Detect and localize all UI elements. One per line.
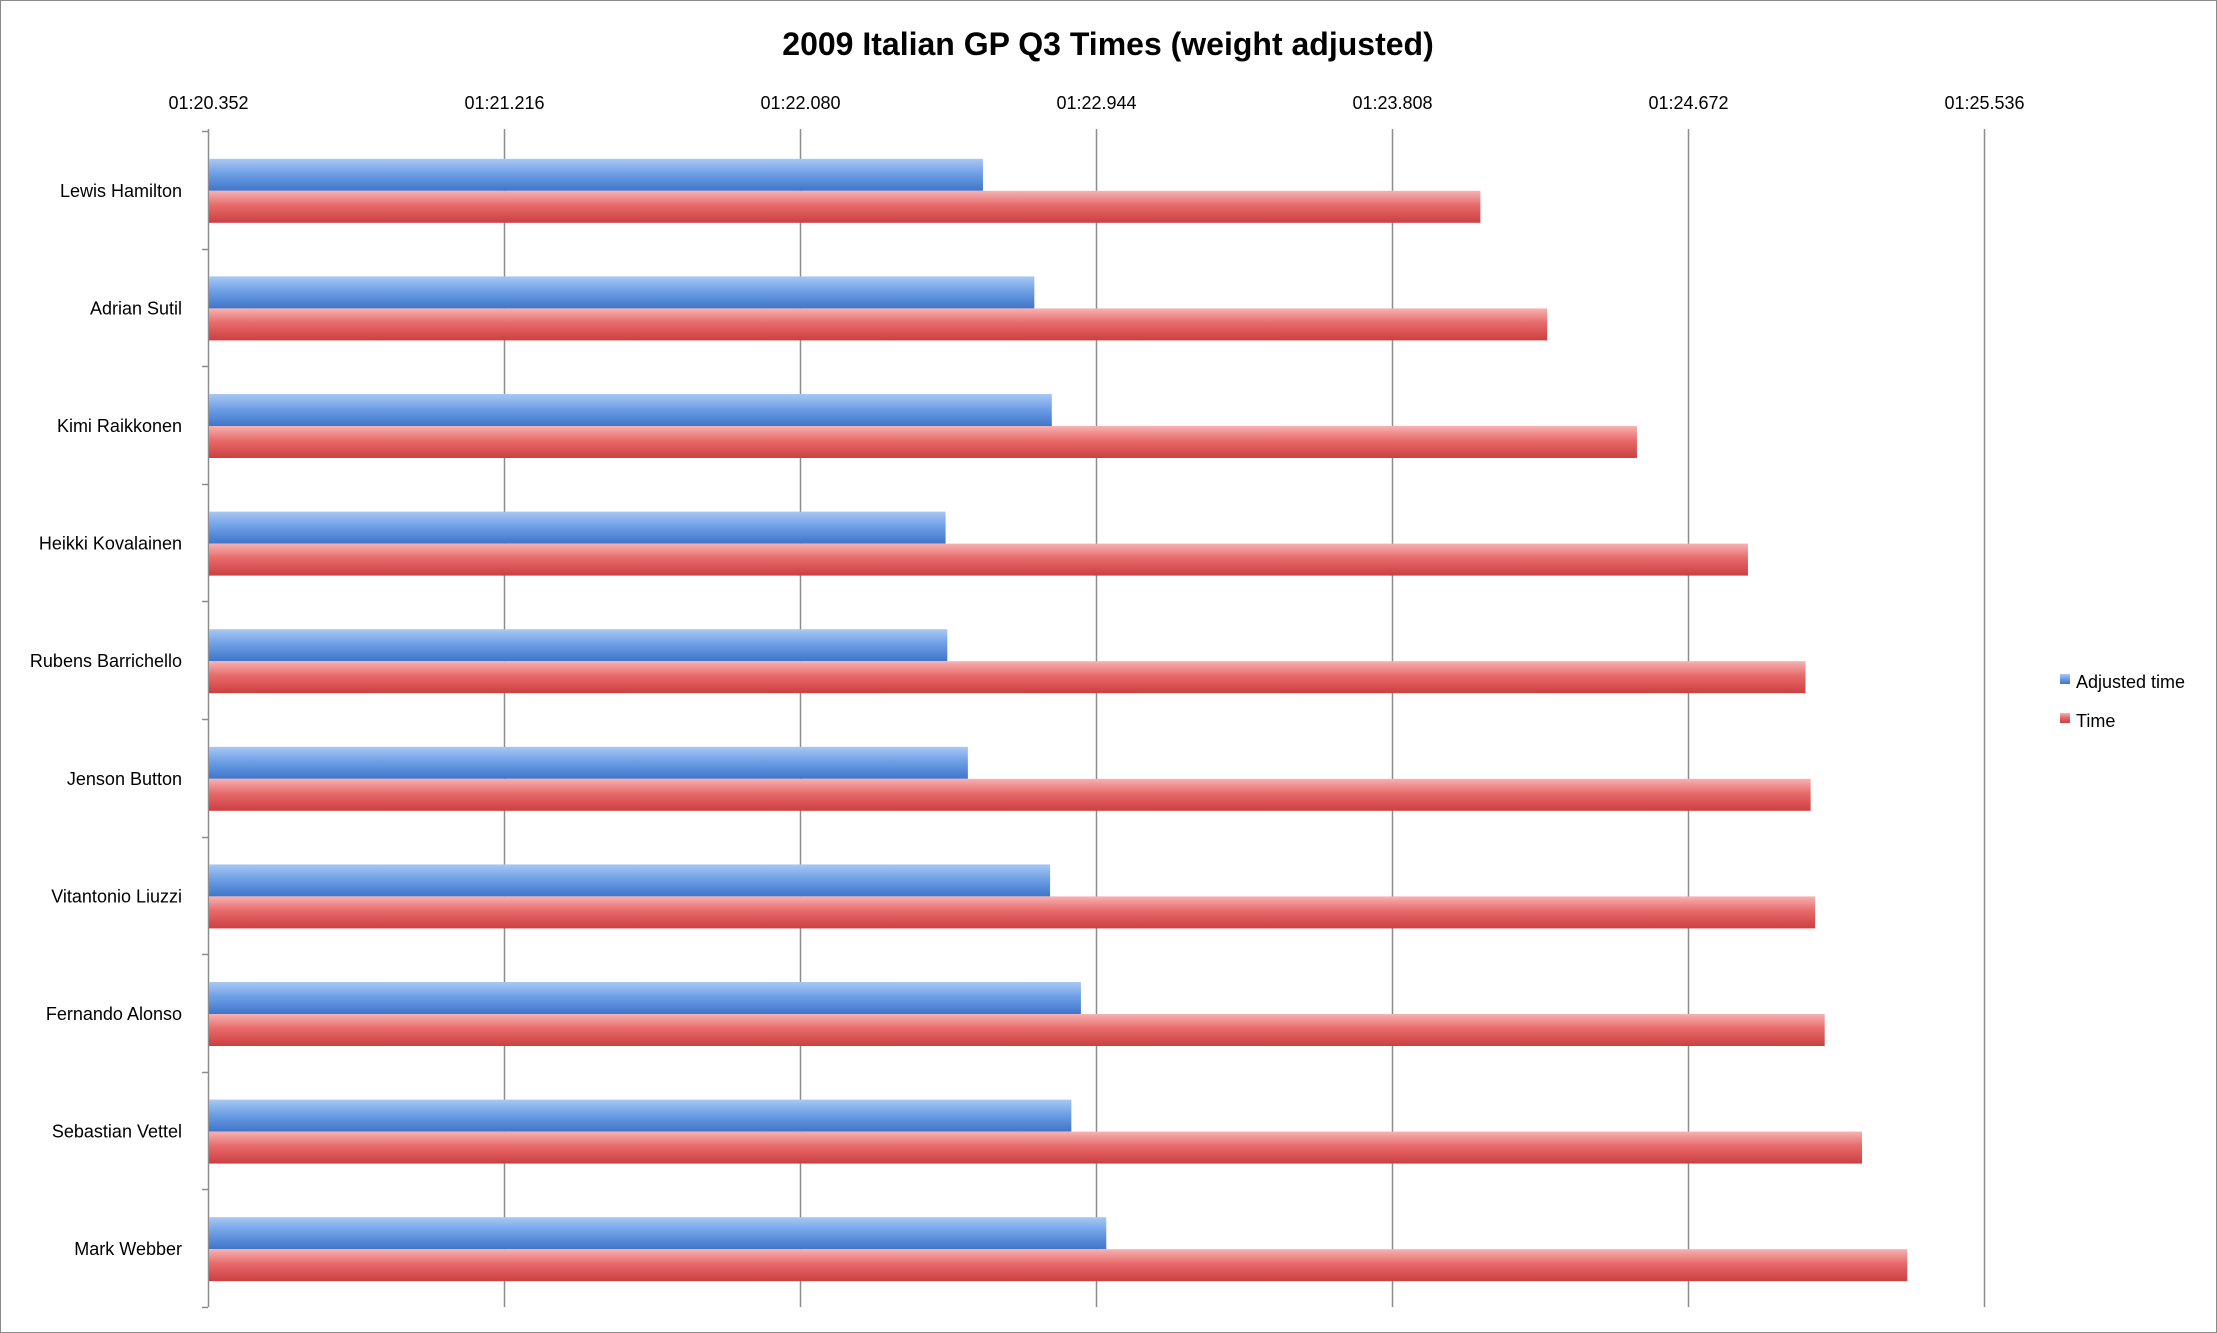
x-tick-label: 01:24.672 — [1648, 93, 1728, 113]
bar-adjusted-time — [209, 746, 968, 779]
bar-adjusted-time — [209, 982, 1081, 1014]
category-label: Mark Webber — [74, 1239, 182, 1259]
category-labels: Lewis Hamilton Adrian Sutil Kimi Raikkonen… — [30, 181, 182, 1259]
bar-adjusted-time — [209, 394, 1052, 426]
category-label: Heikki Kovalainen — [39, 534, 182, 554]
bar-time — [209, 308, 1548, 341]
chart-title: 2009 Italian GP Q3 Times (weight adjuste… — [782, 26, 1433, 62]
bar-adjusted-time — [209, 1217, 1107, 1250]
bar-time — [209, 661, 1806, 694]
category-label: Sebastian Vettel — [52, 1122, 182, 1142]
bar-time — [209, 1249, 1908, 1282]
x-tick-label: 01:23.808 — [1352, 93, 1432, 113]
bar-adjusted-time — [209, 629, 948, 662]
legend-swatch-time — [2060, 713, 2070, 723]
bar-adjusted-time — [209, 1099, 1072, 1132]
bar-time — [209, 778, 1811, 811]
bar-layer — [209, 158, 1908, 1282]
x-tick-label: 01:21.216 — [464, 93, 544, 113]
bar-adjusted-time — [209, 158, 983, 191]
category-label: Adrian Sutil — [90, 298, 182, 318]
axis-layer: 01:20.352 01:21.216 01:22.080 01:22.944 01:2… — [168, 93, 2025, 1309]
legend-swatch-adjusted-time — [2060, 674, 2070, 684]
bar-time — [209, 426, 1637, 458]
bar-adjusted-time — [209, 864, 1051, 897]
bar-time — [209, 896, 1816, 929]
category-label: Jenson Button — [67, 769, 182, 789]
x-tick-label: 01:22.080 — [760, 93, 840, 113]
x-tick-label: 01:25.536 — [1944, 93, 2024, 113]
category-label: Lewis Hamilton — [60, 181, 182, 201]
bar-time — [209, 190, 1481, 223]
x-tick-label: 01:20.352 — [168, 93, 248, 113]
legend-label-adjusted-time: Adjusted time — [2076, 672, 2185, 692]
bar-adjusted-time — [209, 511, 946, 544]
bar-time — [209, 543, 1748, 576]
bar-adjusted-time — [209, 276, 1035, 309]
legend: Adjusted time Time — [2060, 672, 2185, 731]
category-label: Vitantonio Liuzzi — [51, 886, 182, 906]
x-tick-label: 01:22.944 — [1056, 93, 1136, 113]
legend-label-time: Time — [2076, 711, 2115, 731]
category-label: Kimi Raikkonen — [57, 416, 182, 436]
bar-time — [209, 1131, 1863, 1164]
bar-time — [209, 1014, 1825, 1046]
category-label: Rubens Barrichello — [30, 651, 182, 671]
category-label: Fernando Alonso — [46, 1004, 182, 1024]
